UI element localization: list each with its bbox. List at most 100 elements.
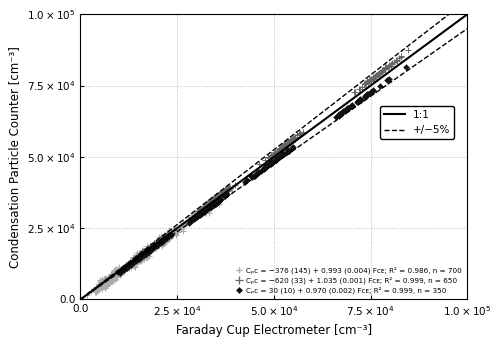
Cₚᴄ = −620 (33) + 1.035 (0.001) Fᴄᴇ; R² = 0.999, n = 650 xyxy=(153,239,161,244)
Cₚᴄ = −376 (145) + 0.993 (0.004) Fᴄᴇ; R² = 0.986, n = 700 xyxy=(96,283,104,289)
Cₚᴄ = −376 (145) + 0.993 (0.004) Fᴄᴇ; R² = 0.986, n = 700 xyxy=(172,233,179,238)
Cₚᴄ = 30 (10) + 0.970 (0.002) Fᴄᴇ; R² = 0.999, n = 350 xyxy=(124,263,132,269)
Cₚᴄ = −620 (33) + 1.035 (0.001) Fᴄᴇ; R² = 0.999, n = 650 xyxy=(201,204,209,209)
Cₚᴄ = −620 (33) + 1.035 (0.001) Fᴄᴇ; R² = 0.999, n = 650 xyxy=(217,192,225,197)
Cₚᴄ = −620 (33) + 1.035 (0.001) Fᴄᴇ; R² = 0.999, n = 650 xyxy=(203,202,211,207)
Cₚᴄ = −376 (145) + 0.993 (0.004) Fᴄᴇ; R² = 0.986, n = 700 xyxy=(116,269,124,274)
Cₚᴄ = −376 (145) + 0.993 (0.004) Fᴄᴇ; R² = 0.986, n = 700 xyxy=(138,252,145,258)
Cₚᴄ = −376 (145) + 0.993 (0.004) Fᴄᴇ; R² = 0.986, n = 700 xyxy=(134,250,141,256)
Cₚᴄ = −620 (33) + 1.035 (0.001) Fᴄᴇ; R² = 0.999, n = 650 xyxy=(208,200,216,206)
Cₚᴄ = −376 (145) + 0.993 (0.004) Fᴄᴇ; R² = 0.986, n = 700 xyxy=(142,252,150,258)
Cₚᴄ = 30 (10) + 0.970 (0.002) Fᴄᴇ; R² = 0.999, n = 350 xyxy=(158,238,166,244)
Cₚᴄ = −620 (33) + 1.035 (0.001) Fᴄᴇ; R² = 0.999, n = 650 xyxy=(132,255,140,260)
Cₚᴄ = −376 (145) + 0.993 (0.004) Fᴄᴇ; R² = 0.986, n = 700 xyxy=(158,237,166,243)
Cₚᴄ = −620 (33) + 1.035 (0.001) Fᴄᴇ; R² = 0.999, n = 650 xyxy=(278,145,285,150)
Cₚᴄ = −376 (145) + 0.993 (0.004) Fᴄᴇ; R² = 0.986, n = 700 xyxy=(92,289,100,295)
Cₚᴄ = −620 (33) + 1.035 (0.001) Fᴄᴇ; R² = 0.999, n = 650 xyxy=(393,57,401,63)
Cₚᴄ = −620 (33) + 1.035 (0.001) Fᴄᴇ; R² = 0.999, n = 650 xyxy=(132,255,140,260)
Cₚᴄ = −620 (33) + 1.035 (0.001) Fᴄᴇ; R² = 0.999, n = 650 xyxy=(375,71,383,77)
Cₚᴄ = −376 (145) + 0.993 (0.004) Fᴄᴇ; R² = 0.986, n = 700 xyxy=(134,255,142,260)
Cₚᴄ = 30 (10) + 0.970 (0.002) Fᴄᴇ; R² = 0.999, n = 350 xyxy=(118,267,126,273)
Cₚᴄ = −376 (145) + 0.993 (0.004) Fᴄᴇ; R² = 0.986, n = 700 xyxy=(140,251,147,257)
Cₚᴄ = −376 (145) + 0.993 (0.004) Fᴄᴇ; R² = 0.986, n = 700 xyxy=(202,206,209,211)
Cₚᴄ = −620 (33) + 1.035 (0.001) Fᴄᴇ; R² = 0.999, n = 650 xyxy=(142,249,150,254)
Cₚᴄ = 30 (10) + 0.970 (0.002) Fᴄᴇ; R² = 0.999, n = 350 xyxy=(341,108,349,113)
Cₚᴄ = 30 (10) + 0.970 (0.002) Fᴄᴇ; R² = 0.999, n = 350 xyxy=(154,241,162,247)
Cₚᴄ = −376 (145) + 0.993 (0.004) Fᴄᴇ; R² = 0.986, n = 700 xyxy=(194,213,202,219)
Cₚᴄ = −376 (145) + 0.993 (0.004) Fᴄᴇ; R² = 0.986, n = 700 xyxy=(109,273,117,278)
Cₚᴄ = −620 (33) + 1.035 (0.001) Fᴄᴇ; R² = 0.999, n = 650 xyxy=(398,55,406,60)
Cₚᴄ = 30 (10) + 0.970 (0.002) Fᴄᴇ; R² = 0.999, n = 350 xyxy=(248,174,256,179)
Cₚᴄ = −376 (145) + 0.993 (0.004) Fᴄᴇ; R² = 0.986, n = 700 xyxy=(134,250,142,255)
Cₚᴄ = 30 (10) + 0.970 (0.002) Fᴄᴇ; R² = 0.999, n = 350 xyxy=(130,258,138,264)
Cₚᴄ = −620 (33) + 1.035 (0.001) Fᴄᴇ; R² = 0.999, n = 650 xyxy=(149,243,157,249)
Cₚᴄ = −376 (145) + 0.993 (0.004) Fᴄᴇ; R² = 0.986, n = 700 xyxy=(188,212,196,218)
Cₚᴄ = −376 (145) + 0.993 (0.004) Fᴄᴇ; R² = 0.986, n = 700 xyxy=(129,256,137,262)
Cₚᴄ = 30 (10) + 0.970 (0.002) Fᴄᴇ; R² = 0.999, n = 350 xyxy=(200,209,208,214)
Cₚᴄ = −376 (145) + 0.993 (0.004) Fᴄᴇ; R² = 0.986, n = 700 xyxy=(96,284,104,289)
Cₚᴄ = −376 (145) + 0.993 (0.004) Fᴄᴇ; R² = 0.986, n = 700 xyxy=(100,282,108,287)
Cₚᴄ = −376 (145) + 0.993 (0.004) Fᴄᴇ; R² = 0.986, n = 700 xyxy=(102,276,110,282)
Cₚᴄ = −376 (145) + 0.993 (0.004) Fᴄᴇ; R² = 0.986, n = 700 xyxy=(130,260,138,266)
Cₚᴄ = −376 (145) + 0.993 (0.004) Fᴄᴇ; R² = 0.986, n = 700 xyxy=(134,258,142,263)
Cₚᴄ = 30 (10) + 0.970 (0.002) Fᴄᴇ; R² = 0.999, n = 350 xyxy=(274,156,281,161)
Cₚᴄ = 30 (10) + 0.970 (0.002) Fᴄᴇ; R² = 0.999, n = 350 xyxy=(146,247,154,253)
Cₚᴄ = −376 (145) + 0.993 (0.004) Fᴄᴇ; R² = 0.986, n = 700 xyxy=(101,285,109,290)
X-axis label: Faraday Cup Electrometer [cm⁻³]: Faraday Cup Electrometer [cm⁻³] xyxy=(176,324,372,337)
Cₚᴄ = 30 (10) + 0.970 (0.002) Fᴄᴇ; R² = 0.999, n = 350 xyxy=(254,169,262,175)
Cₚᴄ = −620 (33) + 1.035 (0.001) Fᴄᴇ; R² = 0.999, n = 650 xyxy=(145,246,153,252)
Cₚᴄ = −620 (33) + 1.035 (0.001) Fᴄᴇ; R² = 0.999, n = 650 xyxy=(141,249,149,255)
Cₚᴄ = −376 (145) + 0.993 (0.004) Fᴄᴇ; R² = 0.986, n = 700 xyxy=(126,260,134,265)
Cₚᴄ = 30 (10) + 0.970 (0.002) Fᴄᴇ; R² = 0.999, n = 350 xyxy=(244,177,252,183)
Cₚᴄ = −376 (145) + 0.993 (0.004) Fᴄᴇ; R² = 0.986, n = 700 xyxy=(112,273,120,278)
Cₚᴄ = −376 (145) + 0.993 (0.004) Fᴄᴇ; R² = 0.986, n = 700 xyxy=(103,281,111,286)
Cₚᴄ = −620 (33) + 1.035 (0.001) Fᴄᴇ; R² = 0.999, n = 650 xyxy=(282,143,290,149)
Cₚᴄ = −376 (145) + 0.993 (0.004) Fᴄᴇ; R² = 0.986, n = 700 xyxy=(134,252,141,258)
Cₚᴄ = −620 (33) + 1.035 (0.001) Fᴄᴇ; R² = 0.999, n = 650 xyxy=(132,256,140,262)
Cₚᴄ = −620 (33) + 1.035 (0.001) Fᴄᴇ; R² = 0.999, n = 650 xyxy=(280,144,288,149)
Cₚᴄ = 30 (10) + 0.970 (0.002) Fᴄᴇ; R² = 0.999, n = 350 xyxy=(140,250,148,256)
Cₚᴄ = −376 (145) + 0.993 (0.004) Fᴄᴇ; R² = 0.986, n = 700 xyxy=(103,278,111,284)
Cₚᴄ = −376 (145) + 0.993 (0.004) Fᴄᴇ; R² = 0.986, n = 700 xyxy=(112,268,120,274)
Cₚᴄ = −376 (145) + 0.993 (0.004) Fᴄᴇ; R² = 0.986, n = 700 xyxy=(134,255,142,261)
Cₚᴄ = −620 (33) + 1.035 (0.001) Fᴄᴇ; R² = 0.999, n = 650 xyxy=(214,194,222,199)
Cₚᴄ = −376 (145) + 0.993 (0.004) Fᴄᴇ; R² = 0.986, n = 700 xyxy=(126,259,134,265)
Cₚᴄ = −620 (33) + 1.035 (0.001) Fᴄᴇ; R² = 0.999, n = 650 xyxy=(154,239,162,245)
Cₚᴄ = −376 (145) + 0.993 (0.004) Fᴄᴇ; R² = 0.986, n = 700 xyxy=(130,259,138,265)
Cₚᴄ = −376 (145) + 0.993 (0.004) Fᴄᴇ; R² = 0.986, n = 700 xyxy=(106,274,114,279)
Cₚᴄ = −620 (33) + 1.035 (0.001) Fᴄᴇ; R² = 0.999, n = 650 xyxy=(361,80,369,86)
Cₚᴄ = 30 (10) + 0.970 (0.002) Fᴄᴇ; R² = 0.999, n = 350 xyxy=(137,253,145,258)
Cₚᴄ = −620 (33) + 1.035 (0.001) Fᴄᴇ; R² = 0.999, n = 650 xyxy=(151,242,159,247)
Cₚᴄ = −620 (33) + 1.035 (0.001) Fᴄᴇ; R² = 0.999, n = 650 xyxy=(350,90,358,95)
Cₚᴄ = −620 (33) + 1.035 (0.001) Fᴄᴇ; R² = 0.999, n = 650 xyxy=(214,193,222,198)
Cₚᴄ = −376 (145) + 0.993 (0.004) Fᴄᴇ; R² = 0.986, n = 700 xyxy=(134,255,142,261)
Cₚᴄ = −620 (33) + 1.035 (0.001) Fᴄᴇ; R² = 0.999, n = 650 xyxy=(265,155,273,160)
Cₚᴄ = −376 (145) + 0.993 (0.004) Fᴄᴇ; R² = 0.986, n = 700 xyxy=(180,221,188,227)
Cₚᴄ = 30 (10) + 0.970 (0.002) Fᴄᴇ; R² = 0.999, n = 350 xyxy=(132,257,140,263)
Cₚᴄ = −376 (145) + 0.993 (0.004) Fᴄᴇ; R² = 0.986, n = 700 xyxy=(160,241,168,247)
Cₚᴄ = −620 (33) + 1.035 (0.001) Fᴄᴇ; R² = 0.999, n = 650 xyxy=(211,195,219,201)
Cₚᴄ = −620 (33) + 1.035 (0.001) Fᴄᴇ; R² = 0.999, n = 650 xyxy=(278,145,285,150)
Cₚᴄ = −376 (145) + 0.993 (0.004) Fᴄᴇ; R² = 0.986, n = 700 xyxy=(99,282,107,287)
Cₚᴄ = −620 (33) + 1.035 (0.001) Fᴄᴇ; R² = 0.999, n = 650 xyxy=(288,136,296,142)
Cₚᴄ = −376 (145) + 0.993 (0.004) Fᴄᴇ; R² = 0.986, n = 700 xyxy=(172,228,180,233)
Cₚᴄ = −376 (145) + 0.993 (0.004) Fᴄᴇ; R² = 0.986, n = 700 xyxy=(201,206,209,212)
Cₚᴄ = 30 (10) + 0.970 (0.002) Fᴄᴇ; R² = 0.999, n = 350 xyxy=(196,212,203,217)
Cₚᴄ = −620 (33) + 1.035 (0.001) Fᴄᴇ; R² = 0.999, n = 650 xyxy=(200,204,207,210)
Cₚᴄ = −376 (145) + 0.993 (0.004) Fᴄᴇ; R² = 0.986, n = 700 xyxy=(98,282,106,288)
Cₚᴄ = 30 (10) + 0.970 (0.002) Fᴄᴇ; R² = 0.999, n = 350 xyxy=(204,205,212,210)
Cₚᴄ = −620 (33) + 1.035 (0.001) Fᴄᴇ; R² = 0.999, n = 650 xyxy=(212,194,220,199)
Cₚᴄ = −620 (33) + 1.035 (0.001) Fᴄᴇ; R² = 0.999, n = 650 xyxy=(271,149,279,155)
Cₚᴄ = −620 (33) + 1.035 (0.001) Fᴄᴇ; R² = 0.999, n = 650 xyxy=(366,78,374,84)
Cₚᴄ = 30 (10) + 0.970 (0.002) Fᴄᴇ; R² = 0.999, n = 350 xyxy=(144,249,152,255)
Cₚᴄ = 30 (10) + 0.970 (0.002) Fᴄᴇ; R² = 0.999, n = 350 xyxy=(263,163,271,168)
Cₚᴄ = 30 (10) + 0.970 (0.002) Fᴄᴇ; R² = 0.999, n = 350 xyxy=(160,238,168,243)
Cₚᴄ = −376 (145) + 0.993 (0.004) Fᴄᴇ; R² = 0.986, n = 700 xyxy=(98,278,106,284)
Cₚᴄ = 30 (10) + 0.970 (0.002) Fᴄᴇ; R² = 0.999, n = 350 xyxy=(146,247,154,253)
Cₚᴄ = −620 (33) + 1.035 (0.001) Fᴄᴇ; R² = 0.999, n = 650 xyxy=(210,197,218,203)
Cₚᴄ = 30 (10) + 0.970 (0.002) Fᴄᴇ; R² = 0.999, n = 350 xyxy=(136,255,143,260)
Cₚᴄ = 30 (10) + 0.970 (0.002) Fᴄᴇ; R² = 0.999, n = 350 xyxy=(142,249,150,254)
Cₚᴄ = −376 (145) + 0.993 (0.004) Fᴄᴇ; R² = 0.986, n = 700 xyxy=(168,231,175,237)
Cₚᴄ = −620 (33) + 1.035 (0.001) Fᴄᴇ; R² = 0.999, n = 650 xyxy=(165,230,173,236)
Cₚᴄ = −620 (33) + 1.035 (0.001) Fᴄᴇ; R² = 0.999, n = 650 xyxy=(147,245,155,250)
